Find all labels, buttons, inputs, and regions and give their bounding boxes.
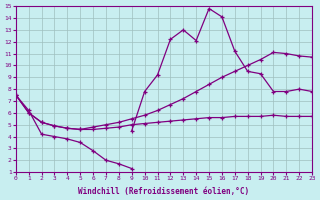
- X-axis label: Windchill (Refroidissement éolien,°C): Windchill (Refroidissement éolien,°C): [78, 187, 250, 196]
